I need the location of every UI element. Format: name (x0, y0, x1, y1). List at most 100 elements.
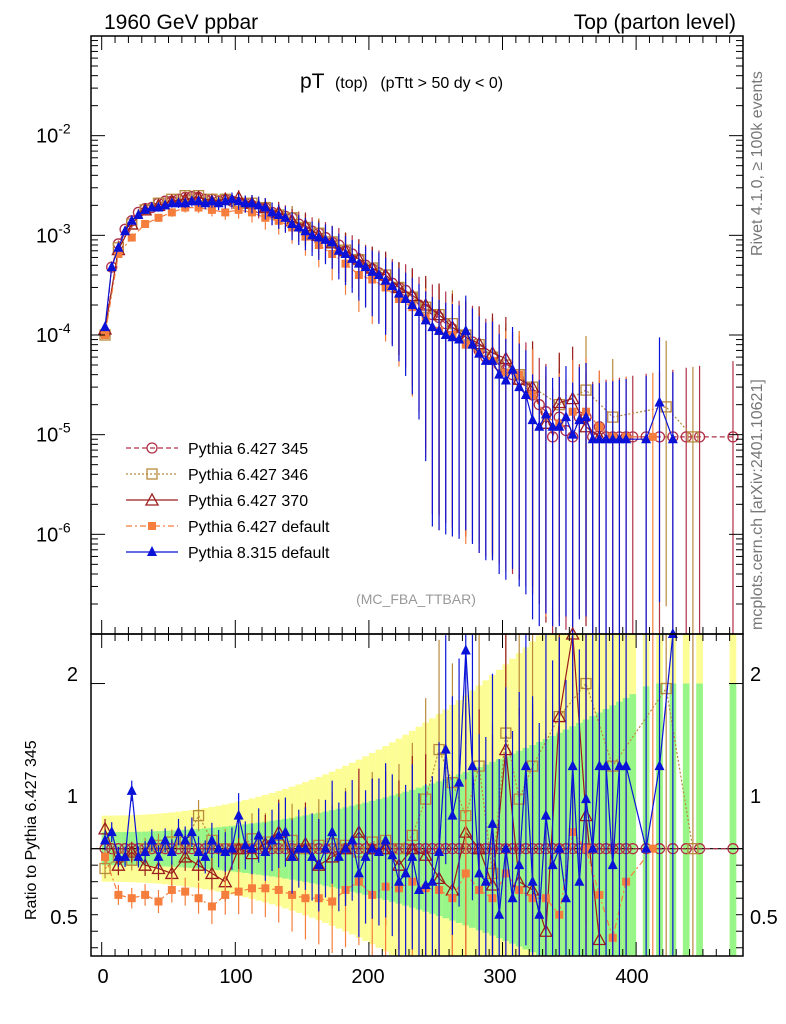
data-point (480, 354, 491, 365)
data-point (146, 468, 158, 480)
data-point (667, 628, 678, 638)
data-point (667, 433, 678, 444)
data-point (194, 894, 203, 903)
data-point (534, 420, 545, 431)
data-point (126, 214, 137, 225)
data-point (427, 875, 438, 886)
y-tick-labels-ratio: 2 1 0.5 2 1 0.5 (50, 664, 778, 929)
data-point (387, 849, 398, 860)
data-point (200, 850, 211, 861)
data-point (267, 834, 278, 845)
legend-label-345: Pythia 6.427 345 (188, 441, 308, 458)
data-point (514, 381, 525, 392)
legend-label-p8-default: Pythia 8.315 default (188, 545, 330, 562)
data-point (240, 839, 251, 850)
data-point (380, 834, 391, 845)
data-point (113, 241, 124, 252)
data-point (147, 546, 157, 556)
ratio-tick-05-right: 0.5 (750, 907, 778, 929)
data-point (114, 249, 123, 258)
data-point (594, 760, 605, 771)
data-point (178, 849, 193, 863)
data-point (347, 834, 358, 845)
data-point (373, 268, 384, 279)
data-point (487, 354, 498, 365)
data-point (400, 292, 411, 303)
data-point (587, 433, 598, 444)
data-point (574, 875, 585, 886)
data-point (141, 219, 150, 228)
data-point (414, 883, 425, 894)
data-point (500, 842, 511, 853)
data-point (146, 201, 157, 212)
data-point (233, 809, 244, 820)
data-point (307, 850, 318, 861)
data-point (233, 195, 244, 206)
data-point (680, 843, 692, 855)
legend-label-p6-default: Pythia 6.427 default (188, 519, 330, 536)
data-point (221, 890, 230, 899)
data-point (287, 217, 298, 228)
legend-label-370: Pythia 6.427 370 (188, 493, 308, 510)
data-point (693, 843, 706, 855)
ratio-band-green (629, 694, 637, 956)
data-point (327, 236, 338, 247)
data-point (261, 884, 270, 893)
data-point (140, 845, 151, 856)
data-point (307, 229, 318, 240)
data-point (420, 314, 431, 325)
data-point (594, 433, 605, 444)
data-point (246, 842, 257, 853)
data-point (293, 221, 304, 232)
data-point (727, 431, 739, 443)
ratio-band-green (696, 683, 703, 956)
data-point (267, 206, 278, 217)
data-point (148, 522, 156, 530)
data-point (154, 213, 163, 222)
data-point (540, 809, 551, 820)
data-point (687, 843, 699, 855)
data-point (434, 324, 445, 335)
y-tick-label-main: 10-5 (36, 420, 71, 447)
y-tick-label-main: 10-2 (36, 121, 71, 148)
data-point (621, 760, 632, 771)
title-top: (top) (335, 75, 368, 92)
data-point (367, 842, 378, 853)
data-point (340, 842, 351, 853)
data-point (387, 280, 398, 291)
ratio-panel-series (97, 626, 739, 956)
data-point (500, 374, 511, 385)
data-point (454, 776, 465, 787)
data-point (320, 233, 331, 244)
data-point (680, 431, 692, 443)
data-point (167, 208, 176, 217)
data-point (360, 261, 371, 272)
data-point (567, 760, 578, 771)
data-point (487, 817, 498, 828)
data-point (440, 743, 451, 754)
x-tick-label-100: 100 (219, 966, 252, 988)
x-tick-label-0: 0 (97, 966, 108, 988)
data-point (226, 193, 237, 204)
data-point (554, 420, 565, 431)
data-point (113, 850, 124, 861)
y-tick-label-main: 10-4 (36, 320, 71, 347)
data-point (693, 431, 706, 443)
series-line (104, 196, 600, 438)
data-point (360, 850, 371, 861)
data-point (560, 892, 571, 903)
data-point (648, 844, 657, 853)
data-point (120, 225, 131, 236)
data-point (353, 867, 364, 878)
data-point (280, 826, 291, 837)
data-point (534, 908, 545, 919)
data-point (287, 850, 298, 861)
data-point (574, 414, 585, 425)
x-tick-label-300: 300 (483, 966, 516, 988)
data-point (507, 892, 518, 903)
y-tick-label-main: 10-3 (36, 220, 71, 247)
data-point (621, 433, 632, 444)
data-point (273, 208, 284, 219)
data-point (313, 231, 324, 242)
data-point (141, 890, 150, 899)
